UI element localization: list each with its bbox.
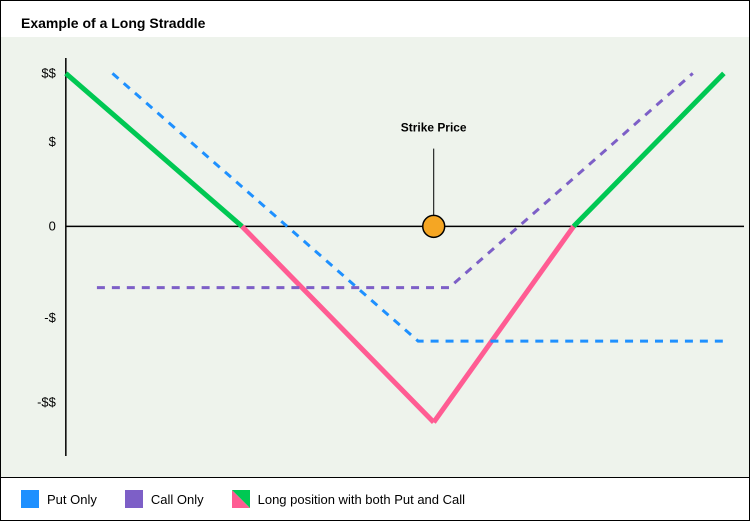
chart-legend: Put Only Call Only Long position with bo… bbox=[1, 477, 749, 520]
legend-swatch-call bbox=[125, 490, 143, 508]
legend-swatch-put bbox=[21, 490, 39, 508]
svg-text:Strike Price: Strike Price bbox=[401, 121, 467, 135]
chart-plot-area: $$$0-$-$$Strike Price bbox=[1, 37, 749, 477]
chart-svg: $$$0-$-$$Strike Price bbox=[1, 37, 749, 477]
svg-text:$$: $$ bbox=[41, 65, 55, 80]
legend-label-call: Call Only bbox=[151, 492, 204, 507]
chart-title: Example of a Long Straddle bbox=[21, 15, 729, 31]
svg-text:0: 0 bbox=[49, 218, 56, 233]
legend-item-call: Call Only bbox=[125, 490, 204, 508]
legend-swatch-straddle bbox=[232, 490, 250, 508]
svg-text:-$$: -$$ bbox=[37, 394, 56, 409]
legend-item-put: Put Only bbox=[21, 490, 97, 508]
svg-text:-$: -$ bbox=[44, 310, 56, 325]
legend-label-put: Put Only bbox=[47, 492, 97, 507]
chart-container: Example of a Long Straddle $$$0-$-$$Stri… bbox=[0, 0, 750, 521]
svg-text:$: $ bbox=[49, 134, 56, 149]
legend-label-straddle: Long position with both Put and Call bbox=[258, 492, 465, 507]
legend-item-straddle: Long position with both Put and Call bbox=[232, 490, 465, 508]
chart-header: Example of a Long Straddle bbox=[1, 1, 749, 37]
